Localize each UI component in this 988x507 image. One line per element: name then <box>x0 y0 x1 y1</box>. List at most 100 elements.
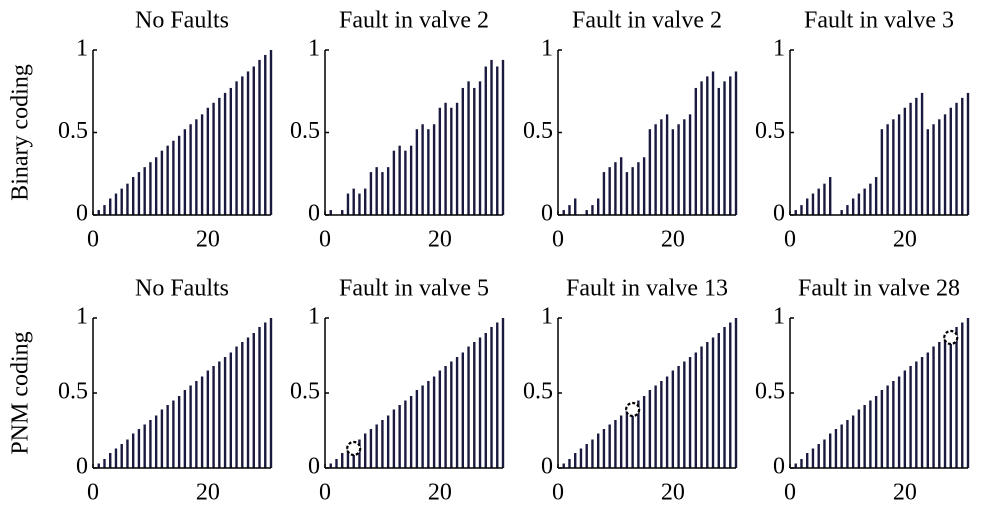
bar <box>828 177 832 215</box>
y-tick-label: 0.5 <box>755 118 785 144</box>
bar <box>490 59 493 216</box>
bar <box>149 162 152 215</box>
y-tick-label: 0 <box>308 454 320 480</box>
subplot-title: Fault in valve 5 <box>339 276 489 302</box>
x-tick-label: 0 <box>552 227 564 253</box>
bar <box>897 114 901 215</box>
y-tick-label: 0.5 <box>290 118 320 144</box>
bar <box>269 318 273 468</box>
bar <box>427 381 430 468</box>
bar <box>363 433 367 468</box>
bar <box>398 405 401 468</box>
bar <box>120 444 123 468</box>
bar <box>409 396 413 468</box>
bar <box>665 376 669 468</box>
bar <box>706 342 709 468</box>
bar <box>335 459 338 468</box>
y-tick-label: 1 <box>308 304 320 330</box>
bar <box>386 415 390 468</box>
bar <box>501 59 505 216</box>
bar <box>358 439 361 468</box>
bar <box>880 390 884 468</box>
subplot: Fault in valve 28 0 0.5 1 0 20 <box>755 276 970 506</box>
x-tick-label: 20 <box>428 480 452 506</box>
bar <box>591 205 594 215</box>
bar <box>642 157 646 215</box>
y-tick-label: 1 <box>773 36 785 62</box>
bar <box>154 157 158 215</box>
bar <box>126 183 129 215</box>
bar <box>932 124 935 215</box>
y-tick-label: 1 <box>76 304 88 330</box>
bar <box>392 409 396 468</box>
bar <box>189 124 192 215</box>
bar <box>206 107 210 215</box>
y-tick-label: 0.5 <box>58 118 88 144</box>
subplot: Fault in valve 13 0 0.5 1 0 20 <box>523 276 738 506</box>
bar <box>591 439 594 468</box>
bar <box>717 87 720 215</box>
bar <box>574 198 577 215</box>
bar <box>817 188 820 215</box>
bar <box>966 92 970 215</box>
bar <box>903 107 907 215</box>
y-tick-label: 0 <box>76 454 88 480</box>
bar <box>806 453 809 468</box>
bar <box>863 405 866 468</box>
bar <box>828 433 832 468</box>
bar <box>386 167 390 215</box>
bar <box>149 420 152 468</box>
bar <box>619 157 623 215</box>
x-tick-label: 20 <box>661 480 685 506</box>
bar <box>473 342 476 468</box>
y-tick-label: 0 <box>308 201 320 227</box>
bar <box>241 76 244 216</box>
bar <box>455 102 459 215</box>
bar <box>490 327 493 468</box>
bar <box>154 415 158 468</box>
bar <box>264 322 267 468</box>
bar <box>172 140 175 215</box>
bar <box>886 124 889 215</box>
bar <box>574 453 577 468</box>
subplot-title: No Faults <box>135 276 229 302</box>
bar <box>404 400 407 468</box>
x-tick-label: 20 <box>428 227 452 253</box>
x-tick-label: 0 <box>87 480 99 506</box>
bar <box>369 429 373 468</box>
bar <box>562 210 565 215</box>
bar <box>915 361 918 468</box>
bar <box>212 102 215 215</box>
bar <box>352 188 355 215</box>
bar <box>484 333 487 468</box>
bar <box>421 124 424 215</box>
bar <box>484 66 487 215</box>
bar <box>794 463 797 468</box>
bar <box>223 92 227 215</box>
bar <box>817 444 820 468</box>
bar <box>596 198 600 215</box>
y-tick-label: 0.5 <box>290 379 320 405</box>
bar <box>212 366 215 468</box>
x-tick-label: 20 <box>661 227 685 253</box>
bar <box>137 172 141 215</box>
bar <box>677 366 680 468</box>
y-tick-label: 0.5 <box>58 379 88 405</box>
bar <box>654 124 657 215</box>
bar <box>246 337 250 468</box>
bar <box>126 439 129 468</box>
bar <box>223 357 227 468</box>
y-tick-label: 0 <box>541 201 553 227</box>
bar <box>329 463 332 468</box>
bar <box>381 420 384 468</box>
bar <box>915 97 918 215</box>
bar <box>711 337 715 468</box>
bar <box>823 439 826 468</box>
bar <box>478 81 482 215</box>
bar <box>143 424 146 468</box>
bar <box>688 357 692 468</box>
bar <box>375 424 378 468</box>
bar <box>444 102 447 215</box>
subplot-title: Fault in valve 28 <box>798 276 960 302</box>
bar <box>648 129 652 215</box>
